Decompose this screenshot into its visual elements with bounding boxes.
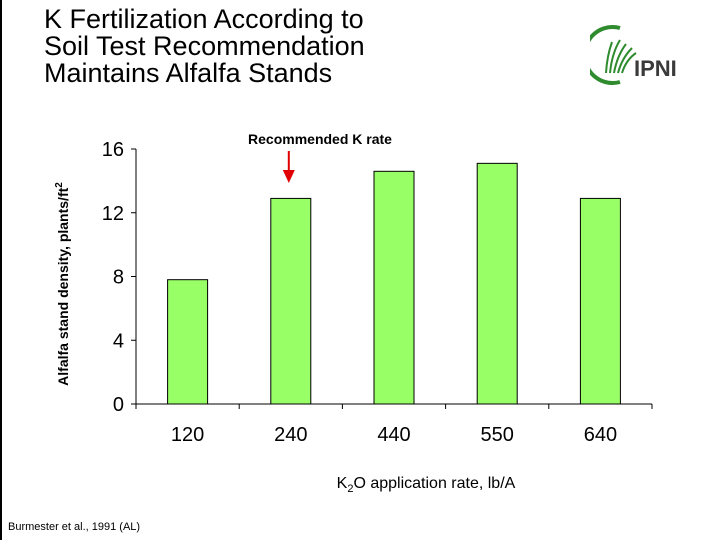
y-axis-label-text: Alfalfa stand density, plants/ft xyxy=(55,187,71,385)
x-axis-label-post: O application rate, lb/A xyxy=(353,475,515,492)
logo-arc xyxy=(590,25,621,85)
logo-text: IPNI xyxy=(634,56,677,81)
x-tick-label: 640 xyxy=(584,424,617,446)
x-axis-label-sub: 2 xyxy=(347,483,353,495)
y-tick-label: 4 xyxy=(113,330,124,352)
x-tick-label: 440 xyxy=(377,424,410,446)
logo-grass xyxy=(605,39,637,74)
bar xyxy=(476,162,518,405)
y-tick-label: 16 xyxy=(102,139,124,161)
title-line-3: Maintains Alfalfa Stands xyxy=(44,58,333,88)
annotation-arrow-head xyxy=(282,170,295,183)
slide-left-border xyxy=(0,0,2,540)
annotation-label: Recommended K rate xyxy=(248,131,392,147)
x-tick-label: 550 xyxy=(481,424,514,446)
x-axis-label: K2O application rate, lb/A xyxy=(337,475,516,495)
y-tick-label: 12 xyxy=(102,203,124,225)
bar xyxy=(579,197,621,405)
x-axis-label-pre: K xyxy=(337,475,348,492)
x-tick-label: 120 xyxy=(171,424,204,446)
bar xyxy=(373,170,415,405)
x-tick-label: 240 xyxy=(274,424,307,446)
y-axis-label: Alfalfa stand density, plants/ft2 xyxy=(54,182,71,386)
slide-title: K Fertilization According to Soil Test R… xyxy=(44,6,564,87)
title-line-2: Soil Test Recommendation xyxy=(44,31,365,61)
title-line-1: K Fertilization According to xyxy=(44,4,364,34)
bar xyxy=(167,279,209,405)
y-axis-label-superscript: 2 xyxy=(54,182,65,188)
source-citation: Burmester et al., 1991 (AL) xyxy=(8,521,141,533)
y-tick-label: 8 xyxy=(113,267,124,289)
ipni-logo: IPNI xyxy=(590,25,677,85)
bar xyxy=(270,197,312,405)
y-tick-label: 0 xyxy=(113,394,124,416)
